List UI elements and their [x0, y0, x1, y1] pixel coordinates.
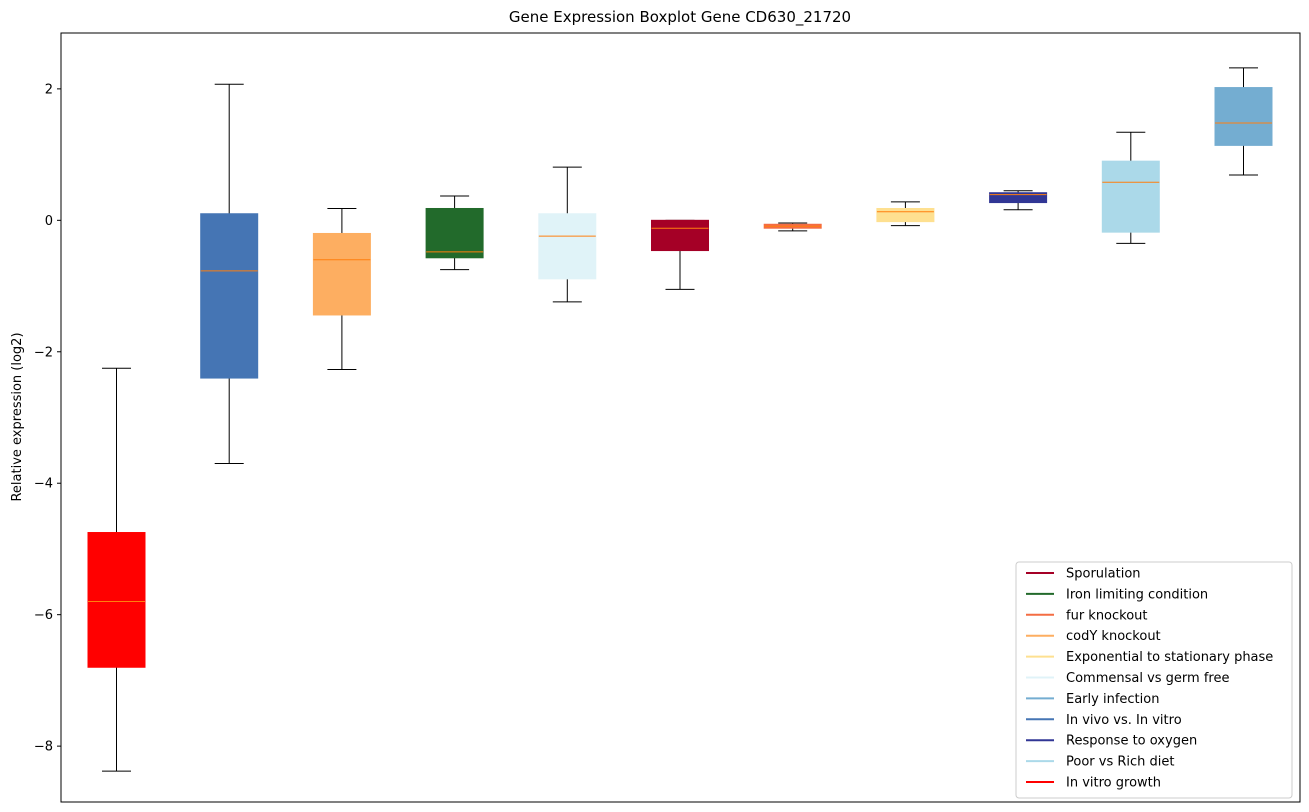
legend-label: Sporulation [1066, 567, 1141, 582]
box-iqr [312, 232, 371, 316]
legend-item: In vivo vs. In vitro [1026, 713, 1182, 728]
y-tick-label: −6 [34, 608, 53, 623]
box-iqr [1214, 87, 1273, 146]
legend-box [1015, 561, 1293, 799]
legend-item: Early infection [1026, 692, 1159, 707]
legend-label: Commensal vs germ free [1066, 671, 1229, 686]
box-8 [876, 201, 935, 227]
box-1 [87, 367, 146, 772]
y-tick-label: 0 [45, 214, 53, 229]
box-iqr [1101, 160, 1160, 233]
box-iqr [651, 219, 709, 252]
legend-item: Exponential to stationary phase [1026, 650, 1273, 665]
legend-label: Iron limiting condition [1066, 587, 1208, 602]
y-tick-label: −2 [34, 345, 53, 360]
box-7 [763, 222, 822, 232]
legend-label: In vivo vs. In vitro [1066, 713, 1182, 728]
box-2 [200, 83, 259, 465]
legend-item: fur knockout [1026, 608, 1148, 623]
legend-item: Poor vs Rich diet [1026, 755, 1174, 770]
legend-item: Commensal vs germ free [1026, 671, 1229, 686]
y-tick-label: −8 [34, 740, 53, 755]
legend-label: Exponential to stationary phase [1066, 650, 1273, 665]
box-10 [1101, 131, 1160, 244]
legend: Sporulation Iron limiting condition fur kn… [1015, 561, 1293, 799]
box-iqr [538, 213, 597, 280]
box-iqr [876, 207, 935, 223]
box-iqr [989, 192, 1048, 204]
y-axis-ticks: −8 −6 −4 −2 0 2 [34, 82, 61, 755]
box-4 [425, 195, 484, 271]
legend-item: Sporulation [1026, 567, 1141, 582]
legend-label: Poor vs Rich diet [1066, 755, 1174, 770]
box-iqr [87, 532, 146, 668]
legend-label: Response to oxygen [1066, 734, 1197, 749]
box-5 [538, 166, 597, 303]
box-6 [651, 219, 709, 290]
legend-item: Response to oxygen [1026, 734, 1197, 749]
legend-label: fur knockout [1066, 608, 1148, 623]
legend-item: In vitro growth [1026, 776, 1161, 791]
box-11 [1214, 67, 1273, 176]
legend-item: codY knockout [1026, 629, 1161, 644]
box-iqr [425, 207, 484, 259]
legend-item: Iron limiting condition [1026, 587, 1208, 602]
box-9 [989, 190, 1048, 211]
chart-title: Gene Expression Boxplot Gene CD630_21720 [509, 8, 851, 27]
box-iqr [200, 213, 259, 379]
legend-label: In vitro growth [1066, 776, 1161, 791]
y-tick-label: −4 [34, 477, 53, 492]
legend-label: codY knockout [1066, 629, 1161, 644]
y-axis-label: Relative expression (log2) [10, 332, 25, 501]
axes-frame [60, 32, 1301, 803]
legend-label: Early infection [1066, 692, 1159, 707]
y-tick-label: 2 [45, 82, 53, 97]
plot-area [87, 67, 1273, 772]
box-3 [312, 207, 371, 371]
